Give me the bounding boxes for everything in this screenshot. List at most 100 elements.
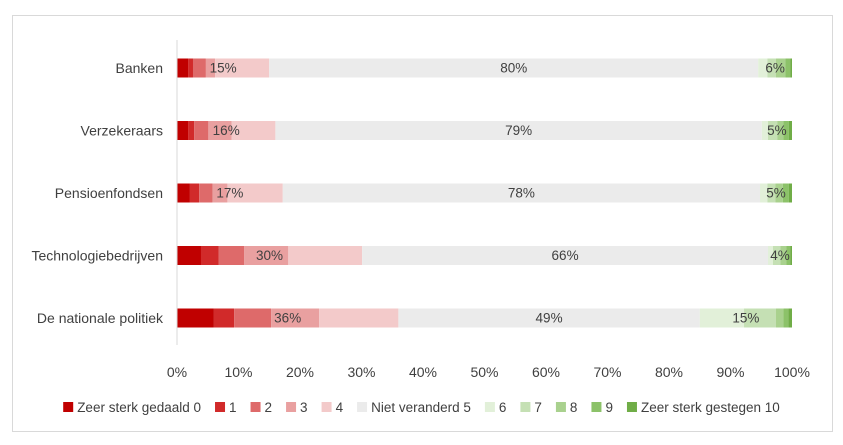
bar-segment (758, 58, 768, 78)
legend-item: 6 (484, 400, 507, 415)
bar-segment (188, 121, 195, 140)
bar-segment (288, 246, 363, 265)
bar-segment (788, 308, 792, 328)
bar-segment (177, 58, 189, 78)
bar-segment (177, 246, 201, 265)
legend-swatch (591, 402, 602, 412)
bar-segment (234, 308, 272, 328)
bar-segment (788, 183, 792, 203)
bar-segment (189, 183, 200, 203)
value-axis-tick-label: 30% (347, 364, 375, 380)
bar-segment (177, 183, 190, 203)
bar-segment (744, 308, 777, 328)
legend-item: Zeer sterk gedaald 0 (63, 400, 201, 415)
bar-segment (398, 308, 700, 328)
bar-segment (785, 58, 791, 78)
category-label: De nationale politiek (37, 310, 164, 326)
legend: Zeer sterk gedaald 0 1 2 3 4 Niet veranderd 5… (63, 400, 780, 415)
bar-segment (783, 308, 789, 328)
legend-label: 9 (605, 400, 613, 415)
data-label-decreased: 30% (256, 248, 283, 263)
bar-segment (215, 58, 270, 78)
legend-label: 8 (570, 400, 578, 415)
data-label-increased: 6% (765, 61, 785, 76)
legend-swatch (484, 402, 495, 412)
data-label-unchanged: 79% (505, 123, 532, 138)
bar-segment (761, 121, 769, 140)
legend-label: 7 (534, 400, 542, 415)
data-label-unchanged: 66% (552, 248, 579, 263)
data-labels-group: 15% 80% 6% 16% 79% 5% 17% 78% 5% 30% 66% 4% 36% 49% 15… (210, 61, 790, 326)
value-axis-tick-labels: 0% 10% 20% 30% 40% 50% 60% 70% 80% 90% 100% (167, 364, 810, 380)
value-axis-tick-label: 100% (774, 364, 810, 380)
bar-segment (194, 121, 209, 140)
bar-segment (768, 246, 773, 265)
bar-segment (699, 308, 745, 328)
legend-item: 2 (250, 400, 273, 415)
legend-item: 3 (286, 400, 308, 415)
legend-label: 2 (265, 400, 273, 415)
bar-segment (282, 183, 761, 203)
bar-segment (783, 121, 789, 140)
data-label-increased: 5% (767, 123, 787, 138)
category-label: Banken (116, 60, 163, 76)
legend-item: 1 (215, 400, 237, 415)
legend-item: 9 (591, 400, 613, 415)
bar-segment (205, 58, 216, 78)
bar-segment (192, 58, 206, 78)
legend-swatch (555, 402, 566, 412)
data-label-increased: 15% (732, 311, 759, 326)
legend-label: Zeer sterk gedaald 0 (77, 400, 201, 415)
legend-swatch (215, 402, 226, 412)
category-label: Verzekeraars (81, 123, 163, 139)
bar-segment (782, 183, 789, 203)
legend-swatch (63, 402, 74, 412)
bar-segment (767, 58, 777, 78)
bar-segment (319, 308, 399, 328)
data-label-unchanged: 80% (500, 61, 527, 76)
legend-swatch (286, 402, 297, 412)
value-axis-tick-label: 50% (470, 364, 498, 380)
bar-segment (269, 58, 759, 78)
bar-segment (218, 246, 245, 265)
data-label-increased: 5% (766, 186, 786, 201)
bar-segment (200, 246, 219, 265)
legend-item: Zeer sterk gestegen 10 (626, 400, 780, 415)
data-label-increased: 4% (770, 248, 790, 263)
value-axis-tick-label: 0% (167, 364, 187, 380)
bar-segment (271, 308, 320, 328)
bar-segment (177, 121, 189, 140)
bar-segment (275, 121, 762, 140)
bar-segment (199, 183, 213, 203)
bar-segment (208, 121, 232, 140)
bar-segment (767, 183, 776, 203)
legend-label: 4 (336, 400, 344, 415)
bar-segment (760, 183, 768, 203)
bar-segment (788, 121, 792, 140)
legend-swatch (520, 402, 531, 412)
legend-label: 1 (229, 400, 237, 415)
bar-segment (776, 58, 786, 78)
value-axis-tick-label: 40% (409, 364, 437, 380)
legend-item: Niet veranderd 5 (357, 400, 471, 415)
bar-segment (213, 308, 235, 328)
bar-segment (244, 246, 289, 265)
bar-segment (768, 121, 778, 140)
bar-segment (776, 308, 784, 328)
bar-segment (212, 183, 228, 203)
bars-group (177, 58, 792, 328)
legend-label: 6 (499, 400, 507, 415)
bar-segment (362, 246, 769, 265)
legend-swatch (626, 402, 637, 412)
legend-label: Zeer sterk gestegen 10 (641, 400, 780, 415)
value-axis-tick-label: 20% (286, 364, 314, 380)
bar-segment (775, 183, 783, 203)
data-label-decreased: 15% (210, 61, 237, 76)
bar-segment (786, 246, 791, 265)
value-axis-tick-label: 10% (224, 364, 252, 380)
chart-border (12, 15, 833, 432)
category-label: Technologiebedrijven (31, 248, 163, 264)
data-label-decreased: 36% (274, 311, 301, 326)
value-axis-tick-label: 80% (655, 364, 683, 380)
